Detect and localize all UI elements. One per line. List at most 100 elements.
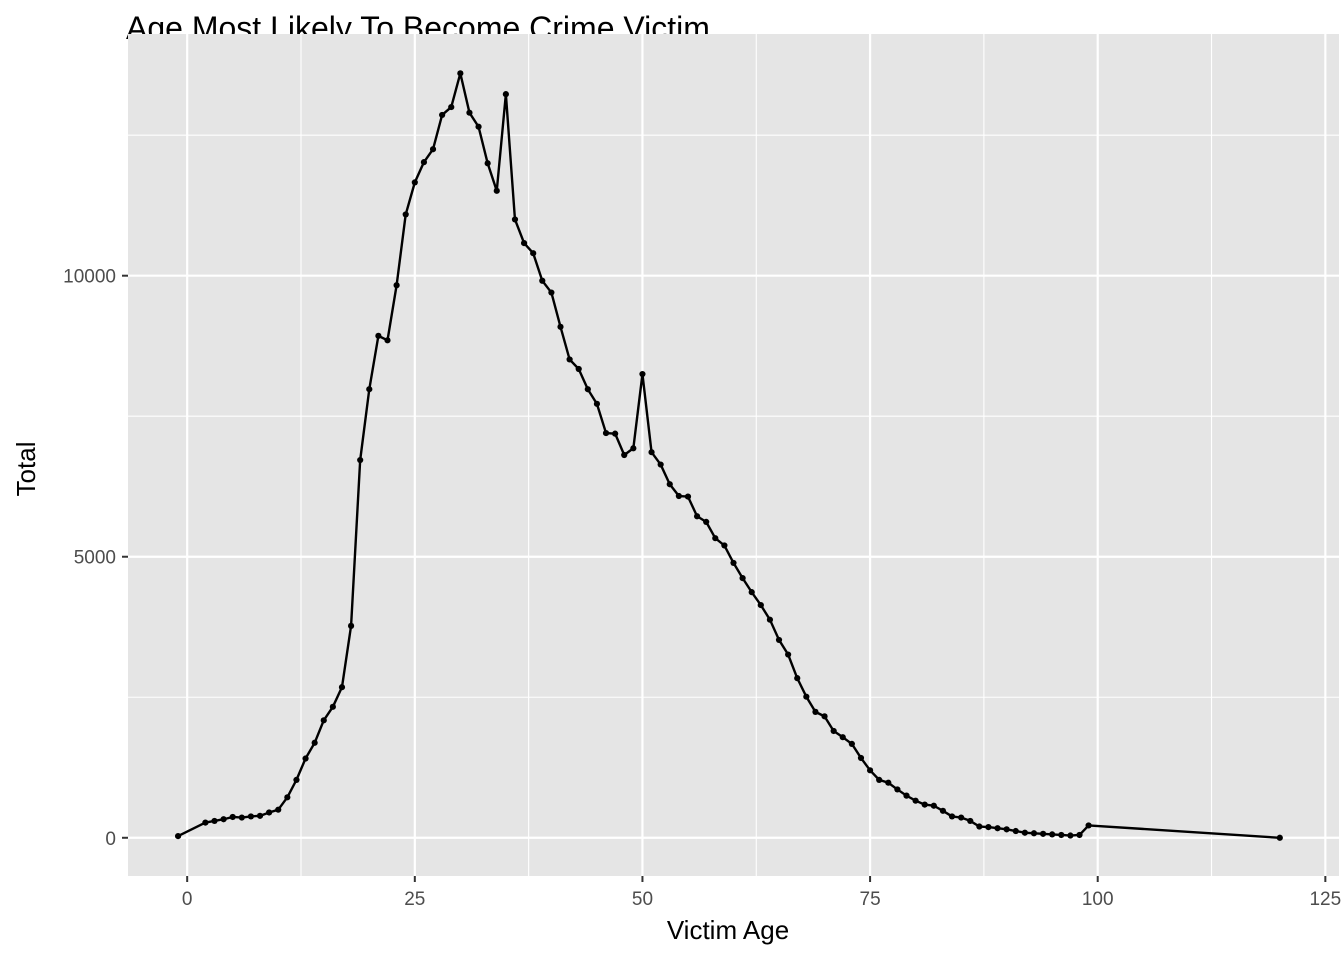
data-point <box>1049 831 1056 838</box>
series-line <box>177 72 1280 839</box>
data-point <box>985 823 992 831</box>
data-point <box>338 684 346 691</box>
data-point <box>894 786 901 793</box>
x-tick-label: 75 <box>860 889 881 910</box>
data-point <box>557 323 564 330</box>
data-point <box>1012 827 1019 835</box>
data-point <box>493 187 500 194</box>
data-point <box>229 813 236 821</box>
data-point <box>502 91 509 98</box>
data-point <box>575 365 582 373</box>
x-tick-label: 50 <box>632 889 653 910</box>
data-point <box>921 801 928 808</box>
data-point <box>1058 831 1065 839</box>
data-point <box>220 816 227 823</box>
data-point <box>630 445 637 452</box>
data-point <box>958 814 965 821</box>
data-point <box>402 211 409 218</box>
data-point <box>1276 834 1283 841</box>
data-point <box>848 740 855 748</box>
data-point <box>584 386 591 393</box>
data-point <box>803 693 810 700</box>
data-point <box>621 451 628 459</box>
data-point <box>602 429 610 437</box>
data-point <box>903 792 910 799</box>
data-point <box>439 111 446 119</box>
y-tick-label: 0 <box>105 829 116 850</box>
data-point <box>739 574 746 582</box>
data-point <box>703 518 710 525</box>
plot-panel <box>128 34 1339 876</box>
data-point <box>830 727 837 735</box>
x-tick-label: 100 <box>1082 889 1114 910</box>
data-point <box>347 622 355 629</box>
minor-gridlines <box>128 34 1339 876</box>
data-point <box>1039 830 1047 837</box>
data-point <box>967 817 974 825</box>
data-point <box>885 779 892 786</box>
data-point <box>457 70 464 77</box>
data-point <box>930 802 937 809</box>
data-point <box>329 703 336 710</box>
data-point <box>612 430 619 437</box>
data-point <box>539 277 546 284</box>
data-point <box>266 809 273 816</box>
data-point <box>785 651 792 658</box>
data-point <box>693 513 701 520</box>
data-point <box>320 717 327 724</box>
data-point <box>775 636 783 644</box>
data-point <box>174 832 182 840</box>
y-axis-ticks: 0 5000 10000 <box>63 267 128 850</box>
data-point <box>293 776 300 783</box>
data-point <box>375 332 382 339</box>
data-point <box>511 216 519 223</box>
data-point <box>466 109 473 116</box>
data-point <box>657 461 664 468</box>
data-point <box>357 456 364 464</box>
data-point <box>994 825 1001 832</box>
data-point <box>1030 830 1038 837</box>
data-point <box>730 559 737 567</box>
data-point <box>275 806 282 813</box>
data-point <box>757 601 764 609</box>
data-point <box>712 535 719 542</box>
data-point <box>484 160 491 167</box>
y-tick-label: 10000 <box>63 267 116 288</box>
data-point <box>1067 832 1074 839</box>
data-point <box>1021 829 1028 836</box>
data-point <box>857 754 865 762</box>
data-point <box>948 813 956 820</box>
data-point <box>311 739 318 746</box>
data-point <box>429 146 437 153</box>
data-point <box>821 713 828 720</box>
data-point <box>748 589 755 596</box>
data-point <box>812 708 819 715</box>
data-point <box>593 400 601 407</box>
data-point <box>448 103 455 111</box>
x-tick-label: 25 <box>404 889 425 910</box>
data-point <box>675 492 682 500</box>
data-point <box>302 755 309 762</box>
data-point <box>366 386 373 393</box>
data-point <box>566 356 573 363</box>
data-point <box>1076 831 1083 839</box>
data-point <box>721 542 728 549</box>
data-point <box>1085 822 1092 829</box>
data-point <box>939 807 947 814</box>
data-point <box>384 337 391 344</box>
data-point <box>684 493 692 500</box>
data-point <box>202 819 209 826</box>
data-point <box>284 794 291 801</box>
data-point <box>666 481 673 488</box>
data-point <box>420 159 428 166</box>
data-point <box>238 814 245 821</box>
data-point <box>411 179 418 186</box>
y-axis-title: Total <box>11 442 41 497</box>
x-axis-ticks: 0 25 50 75 100 125 <box>182 876 1341 910</box>
x-axis-title: Victim Age <box>667 915 789 945</box>
data-point <box>866 767 874 774</box>
data-point <box>211 817 218 825</box>
major-gridlines <box>128 34 1339 876</box>
data-point <box>648 449 655 456</box>
x-tick-label: 125 <box>1309 889 1341 910</box>
